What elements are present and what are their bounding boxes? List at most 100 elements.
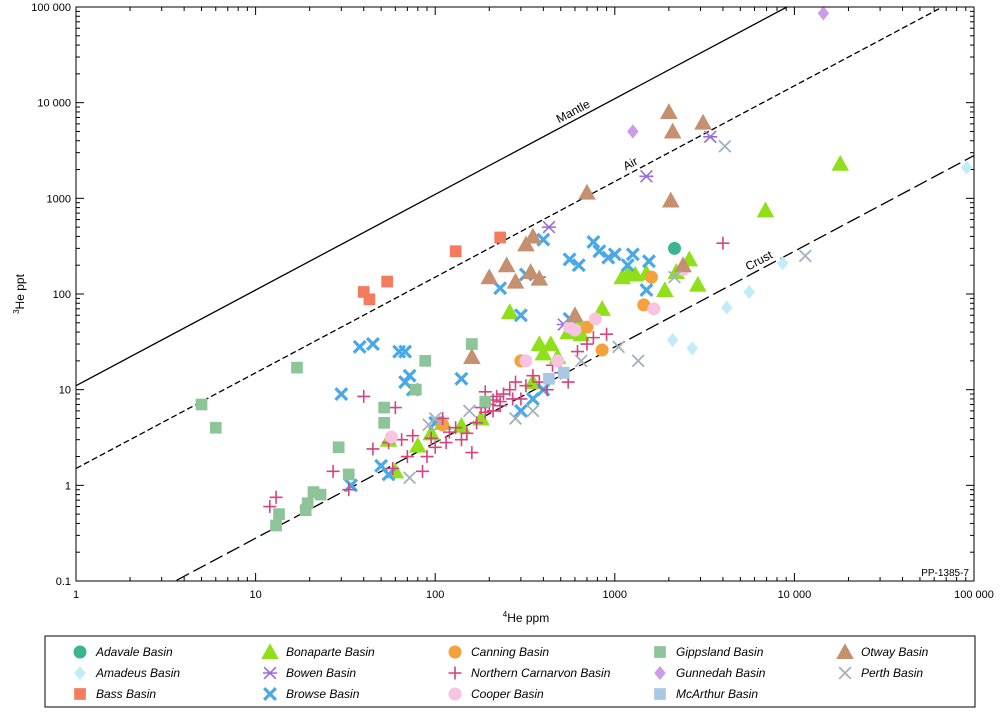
legend-label-amadeus-basin: Amadeus Basin [95, 666, 180, 680]
point-bonaparte-basin [831, 154, 850, 171]
point-gunnedah-basin [627, 124, 639, 139]
x-axis-label-text: He ppm [507, 611, 549, 625]
point-northern-carnarvon-basin [540, 383, 554, 397]
point-gippsland-basin [291, 361, 303, 374]
point-browse-basin [493, 281, 508, 296]
point-otway-basin [578, 183, 596, 200]
reference-line-crust [173, 154, 974, 581]
y-axis-label: 3He ppt [12, 273, 27, 313]
point-bonaparte-basin [656, 281, 674, 298]
point-gippsland-basin [209, 421, 222, 434]
point-northern-carnarvon-basin [486, 404, 500, 418]
point-otway-basin [674, 256, 692, 273]
point-bonaparte-basin [534, 344, 553, 361]
legend: Adavale Basin Amadeus Basin Bass Basin Bona… [73, 643, 929, 701]
legend-item-canning-basin: Canning Basin [448, 645, 549, 659]
point-browse-basin [586, 234, 601, 249]
point-bonaparte-basin [500, 303, 519, 319]
point-gippsland-basin [332, 441, 345, 454]
axis-layer [75, 6, 975, 582]
point-northern-carnarvon-basin [439, 436, 453, 450]
point-amadeus-basin [743, 284, 755, 300]
point-northern-carnarvon-basin [449, 421, 463, 435]
reference-label-air: Air [621, 154, 641, 173]
point-northern-carnarvon-basin [366, 442, 380, 456]
point-otway-basin [660, 103, 678, 119]
point-northern-carnarvon-basin [428, 440, 442, 454]
point-mcarthur-basin [557, 366, 570, 379]
reference-line-air [76, 7, 944, 470]
point-browse-basin [562, 252, 577, 267]
legend-label-gunnedah-basin: Gunnedah Basin [676, 666, 766, 680]
legend-label-northern-carnarvon-basin: Northern Carnarvon Basin [471, 666, 611, 680]
point-northern-carnarvon-basin [406, 429, 420, 443]
point-amadeus-basin [686, 341, 698, 356]
point-browse-basin [352, 339, 367, 354]
point-bonaparte-basin [452, 416, 471, 433]
legend-label-browse-basin: Browse Basin [286, 687, 360, 701]
point-browse-basin [639, 283, 654, 298]
point-canning-basin [580, 320, 594, 334]
legend-item-bonaparte-basin: Bonaparte Basin [261, 643, 375, 660]
legend-item-adavale-basin: Adavale Basin [73, 645, 173, 659]
point-northern-carnarvon-basin [416, 464, 430, 478]
point-northern-carnarvon-basin [388, 401, 402, 415]
point-northern-carnarvon-basin [465, 446, 479, 460]
point-northern-carnarvon-basin [342, 483, 356, 497]
point-northern-carnarvon-basin [503, 383, 517, 397]
point-bass-basin [381, 275, 393, 288]
point-northern-carnarvon-basin [460, 426, 474, 440]
legend-label-bowen-basin: Bowen Basin [286, 666, 356, 680]
point-amadeus-basin [721, 300, 733, 315]
y-tick-label: 10 [59, 385, 71, 397]
reference-label-mantle: Mantle [554, 97, 593, 126]
point-northern-carnarvon-basin [386, 461, 400, 475]
x-axis-label: 4He ppm [503, 610, 549, 625]
point-northern-carnarvon-basin [420, 450, 434, 464]
x-tick-label: 1 [73, 589, 79, 601]
point-otway-basin [661, 191, 680, 208]
legend-label-bass-basin: Bass Basin [96, 687, 156, 701]
point-perth-basin [526, 404, 540, 418]
legend-marker-adavale-basin [73, 645, 87, 659]
point-bonaparte-basin [386, 462, 405, 479]
point-cooper-basin [384, 430, 398, 444]
legend-item-perth-basin: Perth Basin [838, 666, 923, 680]
point-northern-carnarvon-basin [519, 379, 533, 393]
point-otway-basin [480, 268, 499, 285]
point-gippsland-basin [270, 519, 282, 532]
point-northern-carnarvon-basin [600, 327, 614, 341]
point-bass-basin [357, 286, 370, 298]
point-bass-basin [449, 245, 462, 258]
legend-item-mcarthur-basin: McArthur Basin [654, 687, 758, 701]
legend-item-gippsland-basin: Gippsland Basin [654, 645, 764, 659]
series-browse-basin [334, 232, 656, 493]
legend-marker-cooper-basin [448, 687, 462, 701]
point-gippsland-basin [307, 486, 320, 498]
y-tick-label: 0.1 [56, 576, 71, 588]
point-northern-carnarvon-basin [580, 337, 594, 351]
legend-label-perth-basin: Perth Basin [861, 666, 923, 680]
series-adavale-basin [668, 241, 682, 255]
point-browse-basin [365, 337, 380, 352]
legend-item-amadeus-basin: Amadeus Basin [74, 665, 180, 681]
y-tick-label: 100 [53, 289, 71, 301]
point-otway-basin [521, 263, 540, 279]
point-browse-basin [525, 391, 540, 406]
legend-label-otway-basin: Otway Basin [861, 645, 929, 659]
legend-item-northern-carnarvon-basin: Northern Carnarvon Basin [448, 666, 611, 680]
point-canning-basin [595, 343, 609, 357]
legend-box [44, 635, 976, 708]
point-northern-carnarvon-basin [436, 411, 450, 425]
x-axis-label-sup: 4 [503, 610, 508, 619]
point-gippsland-basin [301, 497, 314, 510]
point-perth-basin [509, 411, 522, 425]
point-bowen-basin [639, 169, 654, 183]
legend-marker-canning-basin [448, 645, 462, 659]
point-northern-carnarvon-basin [424, 431, 438, 445]
point-gippsland-basin [378, 416, 391, 429]
point-northern-carnarvon-basin [526, 369, 540, 383]
y-axis-label-text: He ppt [13, 273, 27, 309]
y-tick-label: 100 000 [31, 2, 71, 14]
